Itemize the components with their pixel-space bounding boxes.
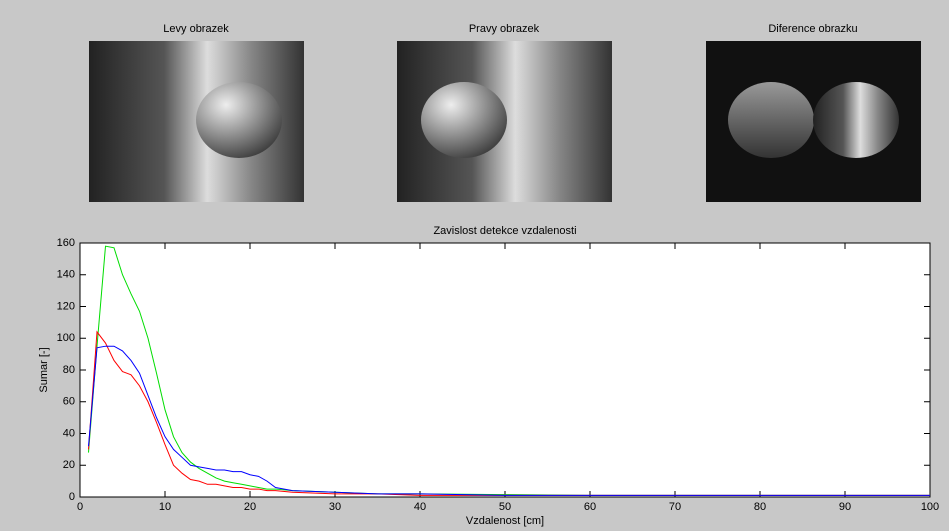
y-tick-label: 120 <box>57 300 75 312</box>
y-tick-label: 40 <box>63 427 75 439</box>
panel-title: Diference obrazku <box>768 23 857 35</box>
right-image <box>397 41 612 202</box>
y-tick-label: 100 <box>57 332 75 344</box>
figure: Levy obrazek Pravy obrazek Diference obr… <box>0 0 949 531</box>
x-tick-label: 100 <box>921 501 939 513</box>
left-image <box>89 41 304 202</box>
y-axis-label: Sumar [-] <box>38 347 50 392</box>
y-tick-label: 60 <box>63 396 75 408</box>
y-tick-label: 160 <box>57 237 75 249</box>
x-tick-label: 10 <box>159 501 171 513</box>
panel-title: Pravy obrazek <box>469 23 540 35</box>
x-tick-label: 0 <box>77 501 83 513</box>
plot-area <box>80 243 930 497</box>
x-tick-label: 80 <box>754 501 766 513</box>
page: Levy obrazek Pravy obrazek Diference obr… <box>0 0 949 531</box>
panel-title: Levy obrazek <box>163 23 229 35</box>
x-axis-label: Vzdalenost [cm] <box>466 515 544 527</box>
y-tick-label: 0 <box>69 491 75 503</box>
x-tick-label: 60 <box>584 501 596 513</box>
x-tick-label: 30 <box>329 501 341 513</box>
y-tick-label: 80 <box>63 364 75 376</box>
x-tick-label: 50 <box>499 501 511 513</box>
x-tick-label: 20 <box>244 501 256 513</box>
y-tick-label: 140 <box>57 269 75 281</box>
y-tick-label: 20 <box>63 459 75 471</box>
x-tick-label: 40 <box>414 501 426 513</box>
x-tick-label: 70 <box>669 501 681 513</box>
chart-title: Zavislost detekce vzdalenosti <box>433 225 576 237</box>
diff-image <box>706 41 921 202</box>
x-tick-label: 90 <box>839 501 851 513</box>
